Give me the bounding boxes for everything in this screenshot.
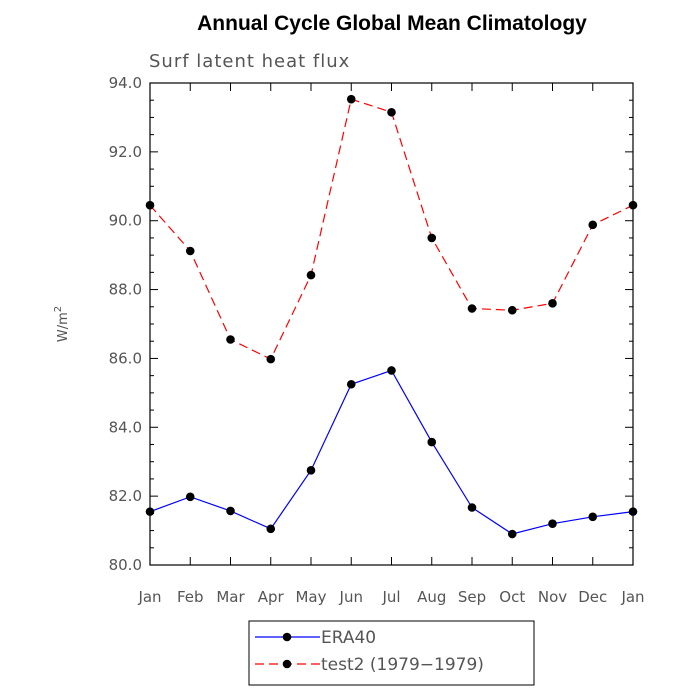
y-tick-label: 82.0 xyxy=(109,487,142,505)
data-point xyxy=(387,107,396,117)
series-0 xyxy=(145,366,638,539)
data-point xyxy=(507,305,517,315)
legend-items: ERA40 test2 (1979−1979) xyxy=(255,628,484,675)
data-point xyxy=(628,507,638,516)
legend: ERA40 test2 (1979−1979) xyxy=(248,620,535,686)
legend-label: test2 (1979−1979) xyxy=(321,655,484,675)
series-1 xyxy=(145,94,638,364)
data-point xyxy=(548,519,557,528)
x-tick-label: Sep xyxy=(458,588,486,606)
legend-marker xyxy=(282,632,292,642)
axis-ticks xyxy=(149,82,634,566)
data-point xyxy=(306,270,316,280)
y-tick-label: 86.0 xyxy=(109,349,142,367)
x-tick-label: Jul xyxy=(381,588,400,606)
x-tick-label: Jan xyxy=(620,588,644,606)
data-point xyxy=(628,200,638,210)
legend-label: ERA40 xyxy=(321,628,376,648)
data-point xyxy=(226,506,235,516)
chart-title: Annual Cycle Global Mean Climatology xyxy=(197,12,587,35)
y-tick-label: 84.0 xyxy=(109,418,142,436)
data-point xyxy=(588,512,598,522)
y-axis-label-base: W/m xyxy=(56,312,71,342)
data-point xyxy=(306,466,316,475)
y-axis-label-superscript: 2 xyxy=(53,306,64,312)
legend-marker xyxy=(282,659,292,669)
data-point xyxy=(185,246,195,256)
legend-box xyxy=(248,620,535,686)
x-tick-label: May xyxy=(295,588,326,606)
data-point xyxy=(185,492,195,502)
y-axis-label: W/m2 xyxy=(53,306,71,342)
y-tick-label: 80.0 xyxy=(109,556,142,574)
data-point xyxy=(145,507,155,516)
data-point xyxy=(145,200,155,210)
data-point xyxy=(427,233,437,243)
x-tick-label: Dec xyxy=(578,588,607,606)
data-point xyxy=(346,94,356,104)
data-point xyxy=(588,220,598,230)
chart-subtitle: Surf latent heat flux xyxy=(149,51,350,72)
x-tick-label: Nov xyxy=(538,588,567,606)
data-point xyxy=(427,437,437,447)
x-tick-label: Feb xyxy=(177,588,204,606)
x-tick-label: Jan xyxy=(137,588,161,606)
data-point xyxy=(467,503,477,512)
plot-frame xyxy=(149,82,634,566)
data-point xyxy=(387,366,396,375)
x-tick-label: Oct xyxy=(499,588,525,606)
y-tick-label: 92.0 xyxy=(109,143,142,161)
x-tick-labels: Jan Feb Mar Apr May Jun Jul Aug Sep Oct Nov Dec Jan xyxy=(137,588,644,606)
y-tick-label: 90.0 xyxy=(109,212,142,230)
series-line xyxy=(149,98,634,360)
data-point xyxy=(548,299,557,308)
data-point xyxy=(226,335,235,344)
data-point xyxy=(507,529,517,539)
data-point xyxy=(266,524,276,534)
x-tick-label: Jun xyxy=(339,588,363,606)
y-tick-label: 88.0 xyxy=(109,281,142,299)
x-tick-label: Aug xyxy=(417,588,446,606)
series-layer xyxy=(145,94,638,539)
series-line xyxy=(149,369,634,535)
x-tick-label: Apr xyxy=(258,588,285,606)
y-tick-labels: 80.0 82.0 84.0 86.0 88.0 90.0 92.0 94.0 xyxy=(109,74,142,574)
y-tick-label: 94.0 xyxy=(109,74,142,92)
x-tick-label: Mar xyxy=(216,588,245,606)
data-point xyxy=(467,304,477,313)
data-point xyxy=(266,354,276,364)
data-point xyxy=(346,379,356,389)
